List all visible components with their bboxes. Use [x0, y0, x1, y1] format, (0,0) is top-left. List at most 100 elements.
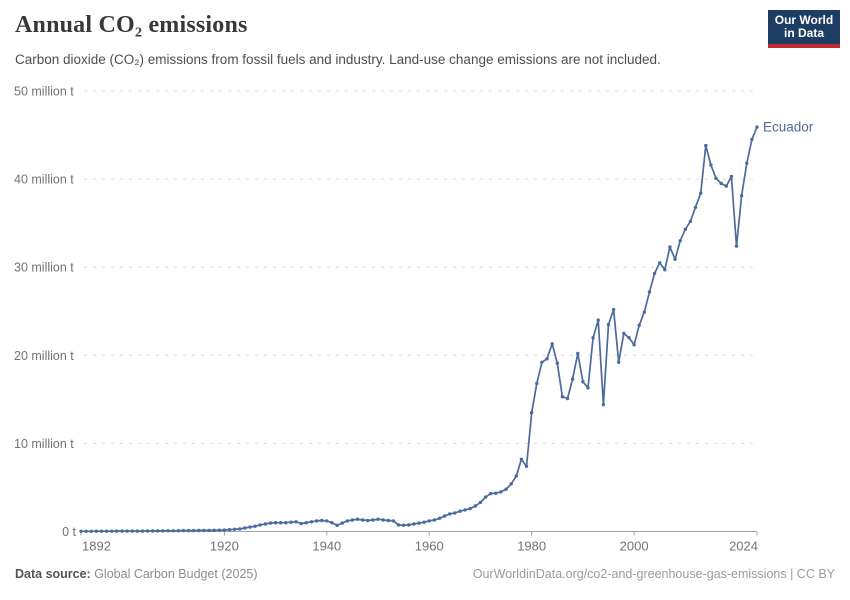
- data-point[interactable]: [350, 518, 355, 522]
- data-point[interactable]: [253, 524, 257, 528]
- data-point[interactable]: [724, 184, 728, 188]
- data-point[interactable]: [227, 528, 232, 532]
- data-point[interactable]: [565, 396, 570, 401]
- data-point[interactable]: [299, 521, 303, 526]
- data-point[interactable]: [729, 174, 734, 179]
- data-point[interactable]: [688, 219, 693, 224]
- data-point[interactable]: [755, 125, 759, 129]
- data-point[interactable]: [156, 529, 160, 533]
- data-point[interactable]: [596, 318, 600, 322]
- data-point[interactable]: [673, 257, 677, 261]
- data-point[interactable]: [284, 521, 288, 525]
- data-point[interactable]: [202, 528, 206, 533]
- data-point[interactable]: [478, 500, 483, 505]
- data-point[interactable]: [361, 518, 365, 522]
- data-point[interactable]: [683, 227, 687, 231]
- data-point[interactable]: [401, 523, 406, 527]
- data-point[interactable]: [161, 529, 165, 533]
- data-point[interactable]: [699, 191, 703, 195]
- data-point[interactable]: [468, 506, 472, 511]
- data-point[interactable]: [453, 511, 457, 515]
- data-point[interactable]: [212, 528, 216, 532]
- data-point[interactable]: [427, 519, 431, 523]
- data-point[interactable]: [125, 529, 129, 533]
- data-point[interactable]: [422, 520, 426, 524]
- data-point[interactable]: [545, 357, 549, 361]
- data-point[interactable]: [166, 529, 170, 533]
- data-point[interactable]: [314, 519, 319, 523]
- data-point[interactable]: [396, 523, 401, 527]
- data-point[interactable]: [504, 487, 508, 491]
- data-point[interactable]: [366, 518, 370, 523]
- data-point[interactable]: [489, 491, 493, 496]
- data-point[interactable]: [197, 528, 201, 533]
- data-point[interactable]: [632, 343, 636, 347]
- data-point[interactable]: [719, 181, 723, 186]
- data-point[interactable]: [576, 351, 580, 356]
- data-point[interactable]: [176, 529, 180, 533]
- data-point[interactable]: [514, 474, 518, 478]
- data-point[interactable]: [448, 512, 452, 516]
- data-point[interactable]: [581, 380, 585, 384]
- data-point[interactable]: [540, 360, 544, 364]
- data-point[interactable]: [647, 290, 652, 294]
- data-point[interactable]: [494, 491, 498, 495]
- data-point[interactable]: [734, 244, 739, 248]
- data-point[interactable]: [207, 528, 211, 533]
- data-point[interactable]: [335, 523, 339, 527]
- series-entity-label[interactable]: Ecuador: [763, 120, 814, 135]
- data-point[interactable]: [714, 176, 718, 180]
- data-point[interactable]: [130, 529, 134, 533]
- data-point[interactable]: [268, 521, 273, 525]
- data-point[interactable]: [99, 529, 104, 533]
- data-point[interactable]: [617, 360, 621, 364]
- data-point[interactable]: [140, 529, 145, 533]
- data-point[interactable]: [509, 482, 513, 486]
- footer-citation-link[interactable]: OurWorldinData.org/co2-and-greenhouse-ga…: [472, 567, 835, 581]
- data-point[interactable]: [145, 529, 150, 533]
- data-point[interactable]: [325, 519, 329, 523]
- data-point[interactable]: [222, 528, 227, 532]
- data-point[interactable]: [637, 323, 641, 327]
- data-point[interactable]: [330, 521, 334, 525]
- data-point[interactable]: [376, 517, 380, 521]
- data-point[interactable]: [555, 361, 559, 365]
- data-point[interactable]: [535, 381, 539, 386]
- data-point[interactable]: [519, 457, 524, 461]
- data-point[interactable]: [258, 523, 262, 527]
- data-point[interactable]: [550, 342, 554, 346]
- data-point[interactable]: [248, 525, 252, 529]
- data-point[interactable]: [668, 245, 672, 249]
- data-point[interactable]: [232, 527, 237, 531]
- data-point[interactable]: [709, 163, 713, 167]
- data-point[interactable]: [279, 521, 283, 525]
- data-point[interactable]: [273, 521, 278, 525]
- data-point[interactable]: [739, 194, 744, 198]
- data-point[interactable]: [473, 504, 477, 508]
- data-point[interactable]: [181, 528, 186, 533]
- data-point[interactable]: [570, 377, 575, 381]
- data-point[interactable]: [704, 143, 708, 148]
- data-point[interactable]: [120, 529, 124, 533]
- data-point[interactable]: [391, 519, 396, 523]
- data-point[interactable]: [693, 205, 698, 209]
- data-point[interactable]: [601, 402, 606, 407]
- data-point[interactable]: [386, 518, 390, 523]
- data-point[interactable]: [560, 395, 565, 399]
- data-point[interactable]: [135, 529, 139, 533]
- series-line-ecuador[interactable]: [80, 126, 758, 533]
- data-point[interactable]: [499, 490, 503, 494]
- data-point[interactable]: [483, 495, 488, 499]
- data-point[interactable]: [611, 307, 616, 312]
- data-point[interactable]: [151, 529, 155, 533]
- data-point[interactable]: [89, 529, 93, 533]
- data-point[interactable]: [79, 529, 83, 533]
- data-point[interactable]: [407, 523, 411, 527]
- data-point[interactable]: [622, 331, 626, 335]
- data-point[interactable]: [110, 529, 114, 533]
- data-point[interactable]: [340, 521, 344, 525]
- data-point[interactable]: [678, 239, 682, 243]
- data-point[interactable]: [586, 386, 590, 390]
- data-point[interactable]: [84, 529, 88, 533]
- data-point[interactable]: [243, 526, 247, 530]
